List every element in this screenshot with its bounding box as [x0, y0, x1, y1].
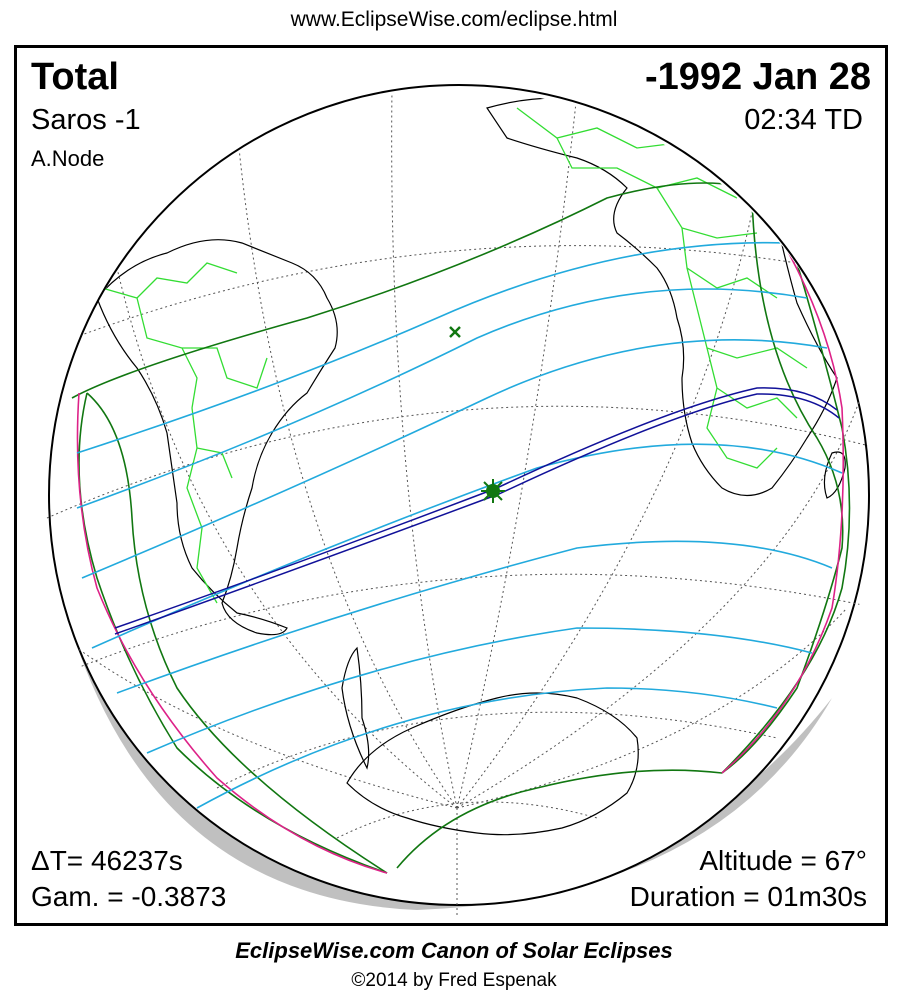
meridian-line: [456, 377, 868, 809]
northern-penumbral-limit: [71, 182, 778, 399]
antarctica: [346, 692, 639, 836]
eclipse-date: -1992 Jan 28: [644, 56, 871, 98]
antarctic-peninsula: [341, 646, 370, 770]
border-line: [556, 137, 738, 199]
gamma-value: Gam. = -0.3873: [31, 881, 227, 912]
duration-value: Duration = 01m30s: [629, 881, 867, 912]
south-america: [96, 239, 338, 636]
path-southern-limit: [114, 393, 840, 635]
eclipse-type: Total: [31, 56, 119, 98]
eastern-rise-set-limit: [721, 197, 844, 774]
southern-penumbral-limit: [396, 769, 723, 869]
saros-number: Saros -1: [31, 104, 141, 136]
path-northern-limit: [114, 387, 838, 629]
parallel-line: [336, 801, 598, 839]
rise-set-curves: [76, 207, 845, 874]
parallel-line: [216, 711, 778, 789]
parallel-line: [46, 245, 872, 349]
magnitude-curves: [76, 241, 843, 809]
border-line: [706, 347, 798, 419]
globe-contents: [46, 90, 872, 916]
subsolar-point-marker: [449, 326, 461, 338]
altitude-value: Altitude = 67°: [699, 845, 867, 876]
magnitude-curve: [196, 687, 778, 809]
border-line: [686, 267, 808, 369]
meridian-line: [76, 647, 458, 809]
border-line: [706, 387, 778, 469]
meridian-line: [456, 187, 758, 809]
west-rise-set-curve: [76, 392, 388, 874]
central-path: [114, 387, 840, 635]
greatest-eclipse-marker: [481, 479, 505, 503]
footer-copyright: ©2014 by Fred Espenak: [351, 970, 557, 991]
magnitude-curve: [76, 241, 788, 454]
eclipse-time: 02:34 TD: [744, 104, 863, 136]
footer-title: EclipseWise.com Canon of Solar Eclipses: [235, 938, 673, 963]
meridian-line: [116, 267, 458, 809]
magnitude-curve: [81, 339, 828, 579]
border-line: [656, 187, 758, 239]
national-borders: [101, 107, 808, 604]
meridian-line: [456, 92, 578, 809]
western-rise-set-limit-2: [86, 392, 388, 874]
magnitude-curve: [76, 288, 808, 509]
globe-map: [46, 84, 872, 916]
border-line: [101, 262, 238, 299]
node-label: A.Node: [31, 146, 105, 171]
delta-t-value: ΔT= 46237s: [31, 845, 183, 876]
east-rise-set-curve: [721, 207, 845, 774]
eclipse-map-frame: Total -1992 Jan 28 Saros -1 02:34 TD A.N…: [14, 45, 888, 926]
magnitude-curve: [116, 540, 833, 694]
meridian-line: [236, 127, 458, 809]
parallel-line: [46, 405, 872, 519]
magnitude-curve: [91, 443, 843, 649]
border-line: [516, 107, 678, 149]
magnitude-curve: [146, 627, 813, 754]
border-line: [681, 227, 778, 299]
source-url[interactable]: www.EclipseWise.com/eclipse.html: [290, 8, 618, 31]
border-line: [186, 407, 218, 604]
